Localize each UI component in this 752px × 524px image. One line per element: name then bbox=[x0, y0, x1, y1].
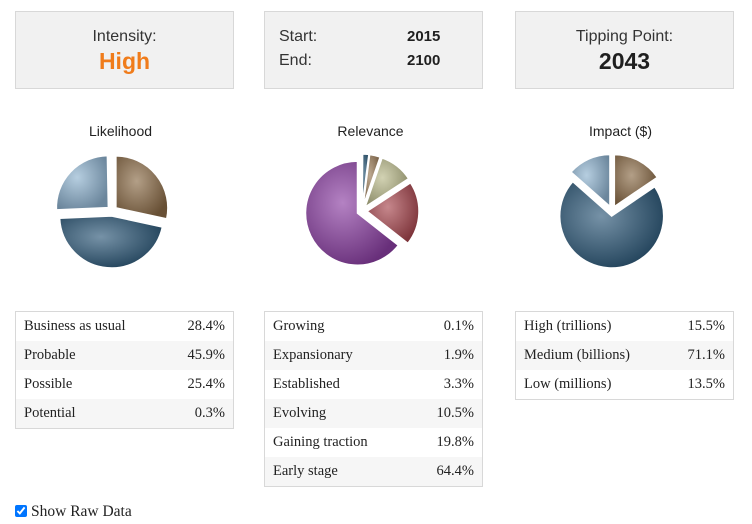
row-label: High (trillions) bbox=[524, 318, 612, 334]
row-label: Low (millions) bbox=[524, 376, 612, 392]
pie-slice bbox=[569, 153, 611, 209]
intensity-label: Intensity: bbox=[92, 28, 157, 45]
end-label: End: bbox=[279, 52, 312, 69]
row-percentage: 19.8% bbox=[436, 434, 474, 450]
table-row: Low (millions) 13.5% bbox=[516, 370, 733, 399]
row-percentage: 45.9% bbox=[187, 347, 225, 363]
row-percentage: 28.4% bbox=[187, 318, 225, 334]
row-percentage: 1.9% bbox=[443, 347, 474, 363]
row-label: Business as usual bbox=[24, 318, 126, 334]
pie-slice bbox=[558, 180, 665, 269]
show-raw-data-toggle[interactable]: Show Raw Data bbox=[15, 503, 132, 521]
likelihood-chart-title: Likelihood bbox=[88, 123, 153, 139]
row-percentage: 71.1% bbox=[687, 347, 725, 363]
row-percentage: 3.3% bbox=[443, 376, 474, 392]
relevance-chart-title: Relevance bbox=[337, 123, 404, 139]
row-percentage: 15.5% bbox=[687, 318, 725, 334]
tipping-point-value: 2043 bbox=[598, 48, 651, 74]
end-value: 2100 bbox=[407, 52, 441, 69]
pie-slice bbox=[363, 156, 410, 209]
table-row: Evolving 10.5% bbox=[265, 399, 482, 428]
row-label: Early stage bbox=[273, 463, 338, 479]
row-percentage: 13.5% bbox=[687, 376, 725, 392]
table-row: Business as usual 28.4% bbox=[16, 312, 233, 341]
start-label: Start: bbox=[279, 28, 318, 45]
row-label: Medium (billions) bbox=[524, 347, 630, 363]
row-percentage: 25.4% bbox=[187, 376, 225, 392]
start-value: 2015 bbox=[407, 28, 441, 45]
row-label: Gaining traction bbox=[273, 434, 368, 450]
pie-slice bbox=[613, 153, 659, 208]
table-row: Growing 0.1% bbox=[265, 312, 482, 341]
likelihood-table: Business as usual 28.4% Probable 45.9% Possi… bbox=[15, 311, 234, 429]
row-label: Growing bbox=[273, 318, 325, 334]
impact-pie-chart bbox=[558, 153, 665, 269]
table-row: Gaining traction 19.8% bbox=[265, 428, 482, 457]
pie-slice bbox=[362, 153, 382, 207]
table-row: Probable 45.9% bbox=[16, 341, 233, 370]
table-row: Established 3.3% bbox=[265, 370, 482, 399]
pie-slice bbox=[304, 160, 400, 266]
table-row: Possible 25.4% bbox=[16, 370, 233, 399]
date-range-panel: Start: 2015 End: 2100 bbox=[264, 11, 483, 89]
pie-slice bbox=[110, 153, 113, 207]
relevance-table: Growing 0.1% Expansionary 1.9% Established 3.… bbox=[264, 311, 483, 487]
table-row: Early stage 64.4% bbox=[265, 457, 482, 486]
row-percentage: 0.3% bbox=[194, 405, 225, 421]
intensity-value: High bbox=[98, 48, 151, 74]
row-label: Potential bbox=[24, 405, 76, 421]
pie-slice bbox=[365, 181, 420, 245]
impact-table: High (trillions) 15.5% Medium (billions) 71… bbox=[515, 311, 734, 400]
row-label: Probable bbox=[24, 347, 76, 363]
impact-chart-title: Impact ($) bbox=[588, 123, 652, 139]
table-row: High (trillions) 15.5% bbox=[516, 312, 733, 341]
show-raw-data-checkbox[interactable] bbox=[15, 505, 27, 517]
row-label: Evolving bbox=[273, 405, 327, 421]
tipping-point-label: Tipping Point: bbox=[575, 28, 674, 45]
pie-slice bbox=[55, 154, 110, 211]
table-row: Medium (billions) 71.1% bbox=[516, 341, 733, 370]
row-label: Established bbox=[273, 376, 340, 392]
tipping-point-panel: Tipping Point: 2043 bbox=[515, 11, 734, 89]
table-row: Potential 0.3% bbox=[16, 399, 233, 428]
relevance-pie-chart bbox=[304, 153, 420, 266]
table-row: Expansionary 1.9% bbox=[265, 341, 482, 370]
row-label: Expansionary bbox=[273, 347, 353, 363]
row-percentage: 64.4% bbox=[436, 463, 474, 479]
intensity-panel: Intensity: High bbox=[15, 11, 234, 89]
pie-slice bbox=[115, 155, 169, 220]
show-raw-data-label: Show Raw Data bbox=[31, 503, 132, 520]
row-label: Possible bbox=[24, 376, 73, 392]
pie-slice bbox=[58, 215, 164, 269]
row-percentage: 0.1% bbox=[443, 318, 474, 334]
likelihood-pie-chart bbox=[55, 153, 169, 269]
pie-slice bbox=[361, 153, 370, 207]
row-percentage: 10.5% bbox=[436, 405, 474, 421]
